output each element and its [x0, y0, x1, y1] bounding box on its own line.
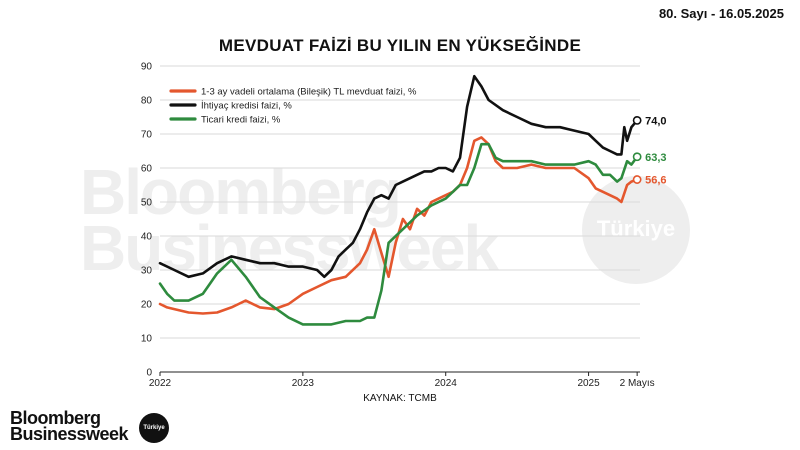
issue-date: 80. Sayı - 16.05.2025 [658, 6, 784, 21]
y-axis-ticks: 0 10 20 30 40 50 60 70 80 90 [141, 62, 153, 379]
grid-lines [160, 65, 640, 373]
x-tick-label-2: 2024 [435, 378, 458, 389]
y-tick-label-90: 90 [141, 62, 153, 73]
x-tick-label-0: 2022 [149, 378, 172, 389]
y-tick-label-50: 50 [141, 198, 153, 209]
y-tick-label-70: 70 [141, 130, 153, 141]
x-tick-label-4: 2 Mayıs [620, 378, 655, 389]
y-tick-label-80: 80 [141, 96, 153, 107]
brand-badge: Türkiye [139, 413, 169, 443]
y-tick-label-0: 0 [146, 368, 152, 379]
end-label-1: 74,0 [645, 115, 666, 127]
series-line-0 [158, 136, 639, 315]
brand-logo: Bloomberg Businessweek [10, 408, 129, 444]
series-line-1 [158, 74, 639, 279]
x-tick-label-1: 2023 [292, 378, 315, 389]
series-lines [158, 74, 639, 326]
y-tick-label-40: 40 [141, 232, 153, 243]
chart-title: MEVDUAT FAİZİ BU YILIN EN YÜKSEĞİNDE [218, 36, 582, 55]
source-note: KAYNAK: TCMB [363, 393, 437, 404]
end-marker-0 [632, 175, 642, 184]
end-marker-2 [632, 152, 642, 162]
end-label-0: 56,6 [645, 175, 666, 187]
y-tick-label-60: 60 [141, 164, 153, 175]
legend-label-1: İhtiyaç kredisi faizi, % [201, 101, 292, 112]
end-label-2: 63,3 [645, 152, 666, 164]
y-tick-label-30: 30 [141, 266, 153, 277]
y-tick-label-10: 10 [141, 334, 153, 345]
end-marker-1 [632, 116, 642, 125]
end-labels: 56,6 74,0 63,3 [632, 115, 667, 187]
series-line-2 [158, 142, 639, 326]
watermark-logo: Bloomberg Businessweek [80, 156, 499, 284]
x-tick-label-3: 2025 [577, 378, 600, 389]
legend: 1-3 ay vadeli ortalama (Bileşik) TL mevd… [169, 87, 417, 126]
watermark-badge: Türkiye [582, 176, 690, 284]
legend-label-2: Ticari kredi faizi, % [201, 115, 281, 126]
x-axis-ticks: 2022 2023 2024 2025 2 Mayıs [149, 372, 655, 389]
legend-label-0: 1-3 ay vadeli ortalama (Bileşik) TL mevd… [201, 87, 417, 98]
y-tick-label-20: 20 [141, 300, 153, 311]
